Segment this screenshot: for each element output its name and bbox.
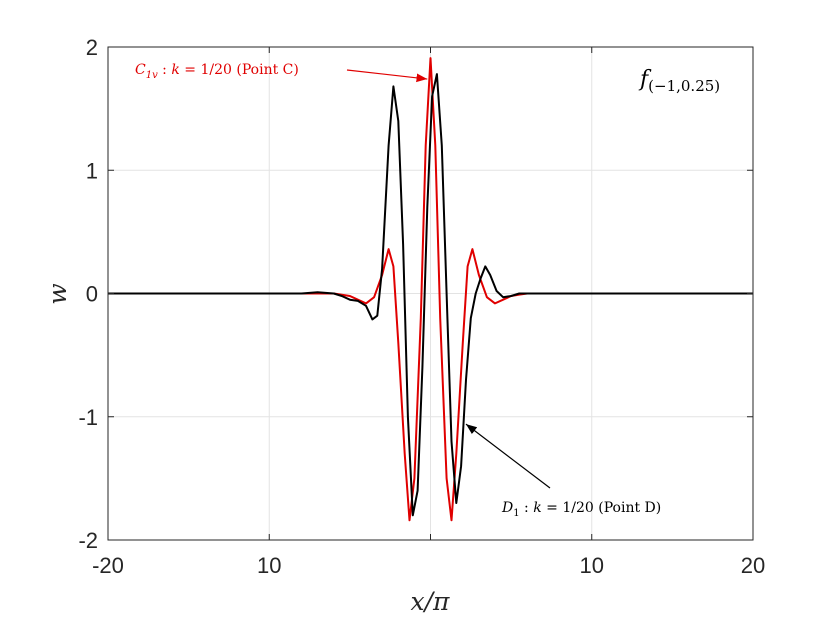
x-axis-label: x/π <box>411 587 451 616</box>
y-tick-label: 2 <box>86 35 98 60</box>
series-red-line <box>108 57 753 522</box>
y-tick-label: 0 <box>86 282 98 307</box>
annotation-d-arrow <box>465 423 551 489</box>
annotation-d-label: D1 : k = 1/20 (Point D) <box>501 500 661 519</box>
annotation-c-arrow <box>346 69 428 83</box>
tick-marks <box>107 46 754 541</box>
series-group <box>108 57 753 522</box>
x-tick-label: 10 <box>257 553 281 578</box>
annotation-point-c: C1v : k = 1/20 (Point C) <box>135 62 428 83</box>
y-tick-label: 1 <box>86 158 98 183</box>
annotation-point-d: D1 : k = 1/20 (Point D) <box>465 423 661 519</box>
y-axis-label: w <box>43 283 72 304</box>
x-tick-label: -20 <box>92 553 124 578</box>
x-tick-label: 10 <box>580 553 604 578</box>
series-black-line <box>108 73 753 517</box>
x-tick-label: 20 <box>741 553 765 578</box>
annotation-c-label: C1v : k = 1/20 (Point C) <box>135 62 299 81</box>
y-tick-label: -2 <box>78 528 98 553</box>
tick-labels: -20 10 10 20 -2 -1 0 1 2 <box>78 35 765 578</box>
y-tick-label: -1 <box>78 405 98 430</box>
